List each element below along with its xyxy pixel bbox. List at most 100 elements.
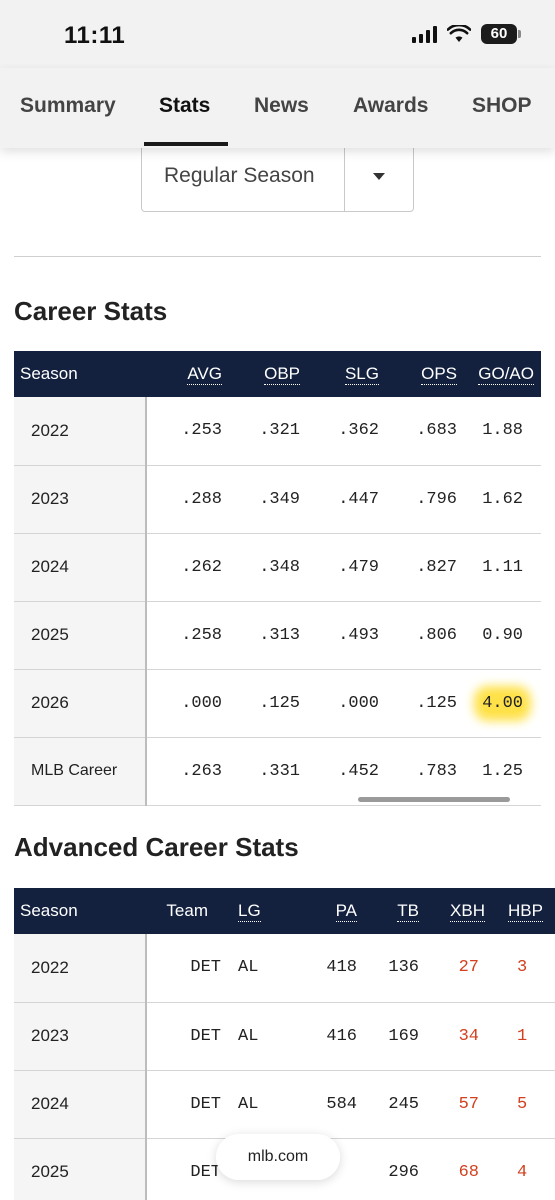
tb-cell: 245 bbox=[357, 1070, 423, 1139]
obp-cell: .349 bbox=[222, 465, 300, 534]
slg-cell: .493 bbox=[300, 601, 379, 670]
status-icons: 60 bbox=[412, 24, 521, 44]
avg-cell: .288 bbox=[146, 465, 222, 534]
obp-cell: .331 bbox=[222, 737, 300, 806]
pa-cell: 416 bbox=[289, 1002, 357, 1071]
hbp-cell[interactable]: 5 bbox=[495, 1070, 555, 1139]
go-ao-cell: 1.11 bbox=[457, 533, 541, 602]
column-header-tb[interactable]: TB bbox=[397, 901, 419, 922]
column-header-go-ao[interactable]: GO/AO bbox=[478, 364, 534, 385]
status-bar: 11:11 60 bbox=[0, 0, 555, 68]
xbh-cell[interactable]: 57 bbox=[423, 1070, 495, 1139]
go-ao-cell: 1.88 bbox=[457, 397, 541, 466]
tab-shop[interactable]: SHOP bbox=[472, 94, 532, 117]
season-cell: 2022 bbox=[14, 397, 147, 466]
column-header-team: Team bbox=[166, 901, 208, 920]
column-header-pa[interactable]: PA bbox=[335, 901, 357, 922]
go-ao-cell: 1.62 bbox=[457, 465, 541, 534]
team-cell[interactable]: DET bbox=[146, 934, 221, 1003]
team-cell[interactable]: DET bbox=[146, 1002, 221, 1071]
season-cell: 2026 bbox=[14, 669, 147, 738]
tb-cell: 136 bbox=[357, 934, 423, 1003]
league-cell: AL bbox=[221, 1002, 289, 1071]
advanced-stats-header: Season Team LG PA TB XBH HBP bbox=[14, 888, 555, 934]
column-header-slg[interactable]: SLG bbox=[344, 364, 379, 385]
tab-summary[interactable]: Summary bbox=[20, 94, 116, 117]
avg-cell: .262 bbox=[146, 533, 222, 602]
season-cell: 2023 bbox=[14, 465, 147, 534]
team-cell[interactable]: DET bbox=[146, 1070, 221, 1139]
pa-cell: 418 bbox=[289, 934, 357, 1003]
obp-cell: .313 bbox=[222, 601, 300, 670]
table-row: MLB Career .263 .331 .452 .783 1.25 bbox=[14, 737, 541, 806]
column-header-season: Season bbox=[20, 901, 78, 920]
tab-awards[interactable]: Awards bbox=[353, 94, 429, 117]
ops-cell: .125 bbox=[379, 669, 457, 738]
ops-cell: .806 bbox=[379, 601, 457, 670]
column-header-hbp[interactable]: HBP bbox=[508, 901, 543, 922]
go-ao-cell: 0.90 bbox=[457, 601, 541, 670]
team-cell[interactable]: DET bbox=[146, 1138, 221, 1200]
column-header-xbh[interactable]: XBH bbox=[450, 901, 485, 922]
horizontal-scrollbar[interactable] bbox=[358, 797, 510, 802]
league-cell: AL bbox=[221, 934, 289, 1003]
ops-cell: .783 bbox=[379, 737, 457, 806]
table-row: 2026 .000 .125 .000 .125 4.00 bbox=[14, 669, 541, 738]
xbh-cell[interactable]: 34 bbox=[423, 1002, 495, 1071]
season-cell: MLB Career bbox=[14, 737, 147, 806]
column-header-season: Season bbox=[20, 364, 78, 383]
obp-cell: .348 bbox=[222, 533, 300, 602]
season-type-dropdown[interactable]: Regular Season bbox=[141, 140, 414, 212]
slg-cell: .479 bbox=[300, 533, 379, 602]
slg-cell: .452 bbox=[300, 737, 379, 806]
column-header-ops[interactable]: OPS bbox=[421, 364, 457, 385]
go-ao-cell: 1.25 bbox=[457, 737, 541, 806]
hbp-cell[interactable]: 4 bbox=[495, 1138, 555, 1200]
league-cell: AL bbox=[221, 1070, 289, 1139]
season-cell: 2025 bbox=[14, 601, 147, 670]
avg-cell: .000 bbox=[146, 669, 222, 738]
table-row: 2025 .258 .313 .493 .806 0.90 bbox=[14, 601, 541, 670]
tab-stats[interactable]: Stats bbox=[159, 94, 211, 117]
career-stats-title: Career Stats bbox=[14, 296, 168, 326]
avg-cell: .258 bbox=[146, 601, 222, 670]
table-row: 2023 .288 .349 .447 .796 1.62 bbox=[14, 465, 541, 534]
stats-tabs: Summary Stats News Awards SHOP bbox=[0, 68, 555, 148]
chevron-down-icon[interactable] bbox=[373, 173, 385, 180]
xbh-cell[interactable]: 68 bbox=[423, 1138, 495, 1200]
advanced-career-stats-title: Advanced Career Stats bbox=[14, 832, 299, 862]
table-row: 2023 DET AL 416 169 34 1 bbox=[14, 1002, 555, 1071]
avg-cell: .263 bbox=[146, 737, 222, 806]
career-stats-header: Season AVG OBP SLG OPS GO/AO bbox=[14, 351, 541, 397]
column-header-obp[interactable]: OBP bbox=[264, 364, 300, 385]
pa-cell: 584 bbox=[289, 1070, 357, 1139]
go-ao-cell-highlighted: 4.00 bbox=[457, 669, 541, 738]
slg-cell: .362 bbox=[300, 397, 379, 466]
xbh-cell[interactable]: 27 bbox=[423, 934, 495, 1003]
tb-cell: 296 bbox=[357, 1138, 423, 1200]
url-bar[interactable]: mlb.com bbox=[216, 1134, 340, 1180]
season-cell: 2024 bbox=[14, 533, 147, 602]
slg-cell: .000 bbox=[300, 669, 379, 738]
column-header-lg[interactable]: LG bbox=[238, 901, 261, 922]
dropdown-divider bbox=[344, 140, 345, 211]
avg-cell: .253 bbox=[146, 397, 222, 466]
season-cell: 2022 bbox=[14, 934, 147, 1003]
obp-cell: .125 bbox=[222, 669, 300, 738]
table-row: 2024 .262 .348 .479 .827 1.11 bbox=[14, 533, 541, 602]
highlight-marker: 4.00 bbox=[482, 693, 523, 713]
season-cell: 2023 bbox=[14, 1002, 147, 1071]
hbp-cell[interactable]: 1 bbox=[495, 1002, 555, 1071]
season-type-value: Regular Season bbox=[164, 164, 315, 187]
tab-news[interactable]: News bbox=[254, 94, 309, 117]
cellular-signal-icon bbox=[412, 25, 437, 43]
battery-icon: 60 bbox=[481, 24, 521, 44]
section-divider bbox=[14, 256, 541, 257]
ops-cell: .683 bbox=[379, 397, 457, 466]
career-stats-table[interactable]: Season AVG OBP SLG OPS GO/AO 2022 .253 .… bbox=[14, 351, 555, 806]
column-header-avg[interactable]: AVG bbox=[187, 364, 222, 385]
wifi-icon bbox=[447, 25, 471, 42]
hbp-cell[interactable]: 3 bbox=[495, 934, 555, 1003]
season-cell: 2024 bbox=[14, 1070, 147, 1139]
table-row: 2024 DET AL 584 245 57 5 bbox=[14, 1070, 555, 1139]
